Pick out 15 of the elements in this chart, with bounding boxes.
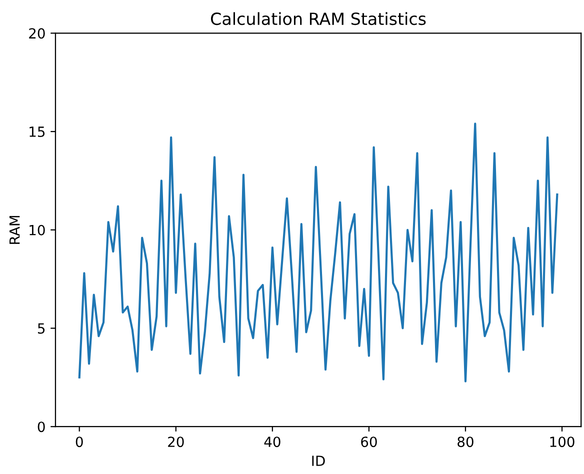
y-tick-label: 5 bbox=[38, 323, 45, 334]
x-axis-title: ID bbox=[312, 456, 325, 466]
x-tick-label: 100 bbox=[550, 436, 574, 448]
y-tick-label: 20 bbox=[29, 28, 45, 39]
x-tick-label: 80 bbox=[458, 436, 474, 448]
y-tick-label: 10 bbox=[30, 224, 45, 236]
y-tick-label: 15 bbox=[30, 126, 45, 138]
chart-title: Calculation RAM Statistics bbox=[210, 12, 426, 26]
line-series bbox=[78, 122, 558, 382]
x-tick-label: 40 bbox=[264, 436, 280, 448]
x-tick-label: 20 bbox=[168, 436, 184, 448]
x-tick-label: 60 bbox=[361, 436, 377, 448]
x-tick-label: 0 bbox=[76, 436, 83, 448]
y-axis-title: RAM bbox=[10, 216, 20, 244]
y-tick-label: 0 bbox=[38, 422, 45, 432]
